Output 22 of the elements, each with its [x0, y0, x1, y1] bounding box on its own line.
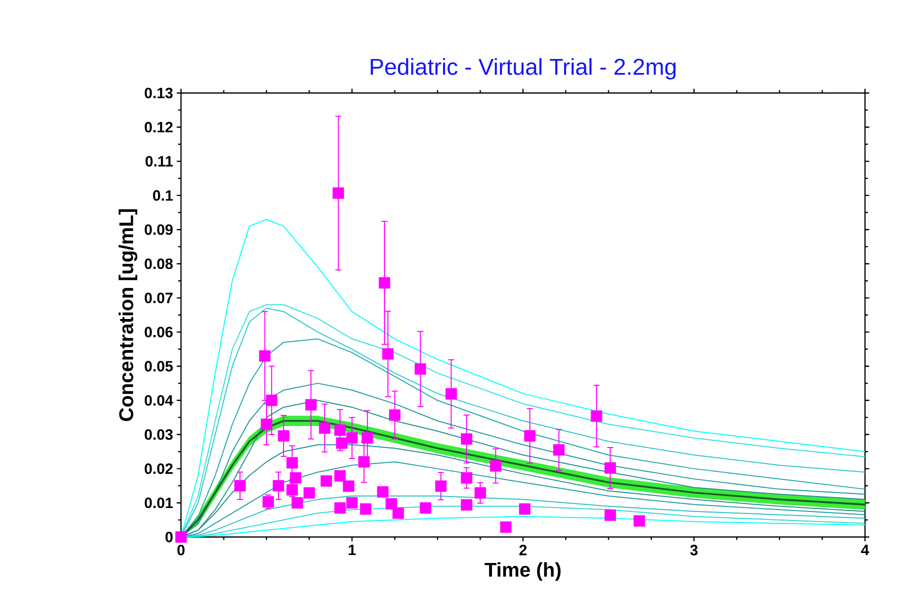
- y-tick-label: 0.07: [144, 292, 173, 304]
- y-tick-label: 0.02: [144, 463, 173, 474]
- y-tick-label: 0.11: [146, 156, 173, 167]
- y-tick-label: 0.01: [144, 498, 173, 508]
- y-tick-label: 0.04: [144, 395, 174, 406]
- y-tick-label: 0.13: [144, 88, 173, 98]
- y-tick-label: 0.03: [144, 429, 173, 440]
- x-tick-label: 2: [519, 544, 527, 556]
- x-tick-label: 4: [861, 544, 870, 556]
- y-tick-label: 0.06: [144, 326, 173, 338]
- y-axis-title: Concentration [ug/mL]: [118, 209, 138, 421]
- x-tick-label: 3: [690, 544, 698, 556]
- x-tick-label: 0: [177, 544, 185, 556]
- y-tick-label: 0.09: [144, 224, 173, 235]
- y-tick-label: 0: [166, 532, 173, 542]
- y-tick-label: 0.05: [144, 360, 173, 372]
- y-tick-label: 0.1: [153, 190, 173, 201]
- x-axis-title: Time (h): [484, 562, 561, 581]
- y-tick-label: 0.12: [144, 122, 173, 132]
- y-tick-label: 0.08: [144, 258, 173, 270]
- chart-title: Pediatric - Virtual Trial - 2.2mg: [370, 58, 676, 80]
- x-tick-label: 1: [348, 544, 356, 556]
